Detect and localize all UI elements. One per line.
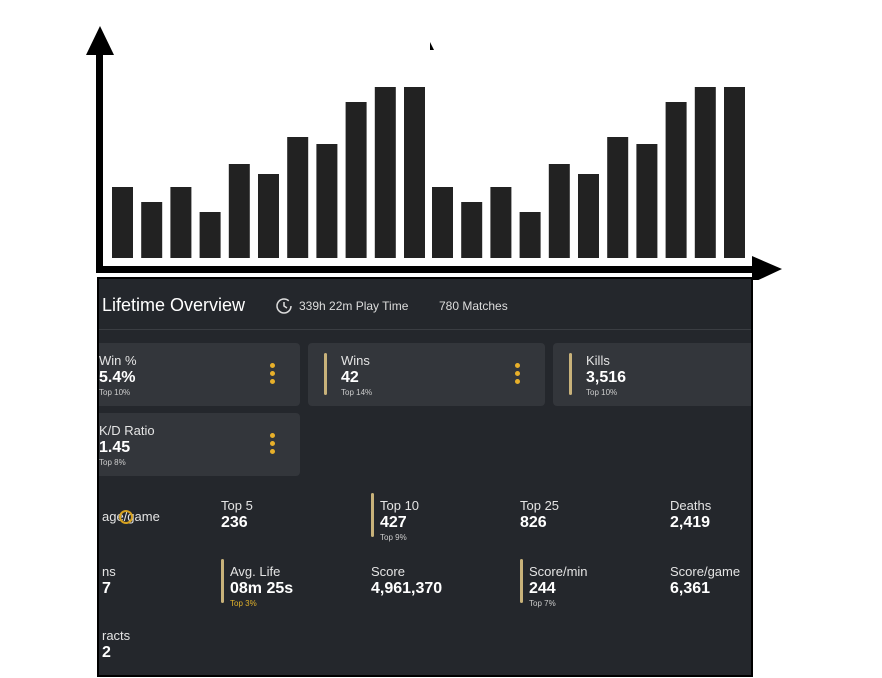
card-value: 3,516: [586, 369, 627, 386]
card-value: 1.45: [99, 439, 131, 456]
decor-bar: [345, 102, 367, 262]
card-rank: Top 10%: [586, 388, 618, 397]
decor-bar: [578, 174, 599, 262]
stat-label: Top 5: [221, 498, 253, 513]
decor-bar: [141, 202, 163, 262]
decor-bar: [724, 87, 745, 262]
decor-bar: [432, 187, 453, 262]
stat-value: 826: [520, 514, 547, 531]
rank-bar: [324, 353, 327, 395]
menu-button[interactable]: [515, 363, 520, 387]
stat-value: 6,361: [670, 580, 711, 597]
menu-button[interactable]: [270, 433, 275, 457]
stat-label: Score/min: [529, 564, 588, 579]
rank-bar: [371, 493, 374, 537]
decor-bar: [287, 137, 309, 262]
title: Lifetime Overview: [102, 295, 246, 315]
decor-bar: [258, 174, 279, 262]
play-time: 339h 22m Play Time: [299, 299, 409, 313]
stat-card: Kills 3,516 Top 10%: [553, 343, 751, 406]
decor-bar: [316, 144, 338, 262]
stat-label: ns: [102, 564, 116, 579]
stat-card: Win % 5.4% Top 10%: [99, 343, 300, 406]
stat-card: Wins 42 Top 14%: [308, 343, 545, 406]
stat-label: Score: [371, 564, 405, 579]
decor-bar: [665, 102, 687, 262]
stats-panel: Lifetime Overview 339h 22m Play Time 780…: [97, 277, 753, 677]
stat-label: Deaths: [670, 498, 712, 513]
card-label: Win %: [99, 353, 137, 368]
decor-bar: [404, 87, 425, 262]
rank-bar: [520, 559, 523, 603]
separator: [99, 329, 751, 330]
stat-value: 427: [380, 514, 407, 531]
card-value: 42: [341, 369, 359, 386]
stat-value: 2,419: [670, 514, 711, 531]
card-rank: Top 8%: [99, 458, 126, 467]
card-label: Kills: [586, 353, 610, 368]
stat-label: racts: [102, 628, 131, 643]
decor-bar: [170, 187, 192, 262]
decor-bar: [112, 187, 133, 262]
decor-bar: [374, 87, 396, 262]
stat-rank: Top 9%: [380, 533, 407, 542]
decor-bar: [490, 187, 512, 262]
decor-bar: [519, 212, 541, 262]
cursor: [119, 510, 133, 524]
decor-bar: [607, 137, 629, 262]
rank-bar: [221, 559, 224, 603]
stat-label: Top 25: [520, 498, 560, 513]
stat-label: Avg. Life: [230, 564, 281, 579]
chart-illustration: [86, 26, 782, 280]
stat-value: 08m 25s: [230, 580, 294, 597]
card-rank: Top 10%: [99, 388, 131, 397]
menu-button[interactable]: [270, 363, 275, 387]
stat-value: 2: [102, 644, 111, 661]
stat-value: 244: [529, 580, 556, 597]
decor-bar: [199, 212, 221, 262]
matches: 780 Matches: [439, 299, 508, 313]
stat-label: Score/game: [670, 564, 741, 579]
clock-icon: [276, 298, 292, 314]
card-label: K/D Ratio: [99, 423, 155, 438]
stat-value: 4,961,370: [371, 580, 443, 597]
rank-bar: [569, 353, 572, 395]
stat-label: Top 10: [380, 498, 420, 513]
decor-bar: [694, 87, 716, 262]
card-label: Wins: [341, 353, 370, 368]
decor-bar: [228, 164, 250, 262]
stat-rank: Top 7%: [529, 599, 556, 608]
stat-value: 236: [221, 514, 248, 531]
decor-bar: [461, 202, 483, 262]
stat-rank: Top 3%: [230, 599, 257, 608]
decor-bar: [636, 144, 658, 262]
decor-bar: [548, 164, 570, 262]
stat-card: K/D Ratio 1.45 Top 8%: [99, 413, 300, 476]
stat-value: 7: [102, 580, 111, 597]
card-value: 5.4%: [99, 369, 136, 386]
card-rank: Top 14%: [341, 388, 373, 397]
